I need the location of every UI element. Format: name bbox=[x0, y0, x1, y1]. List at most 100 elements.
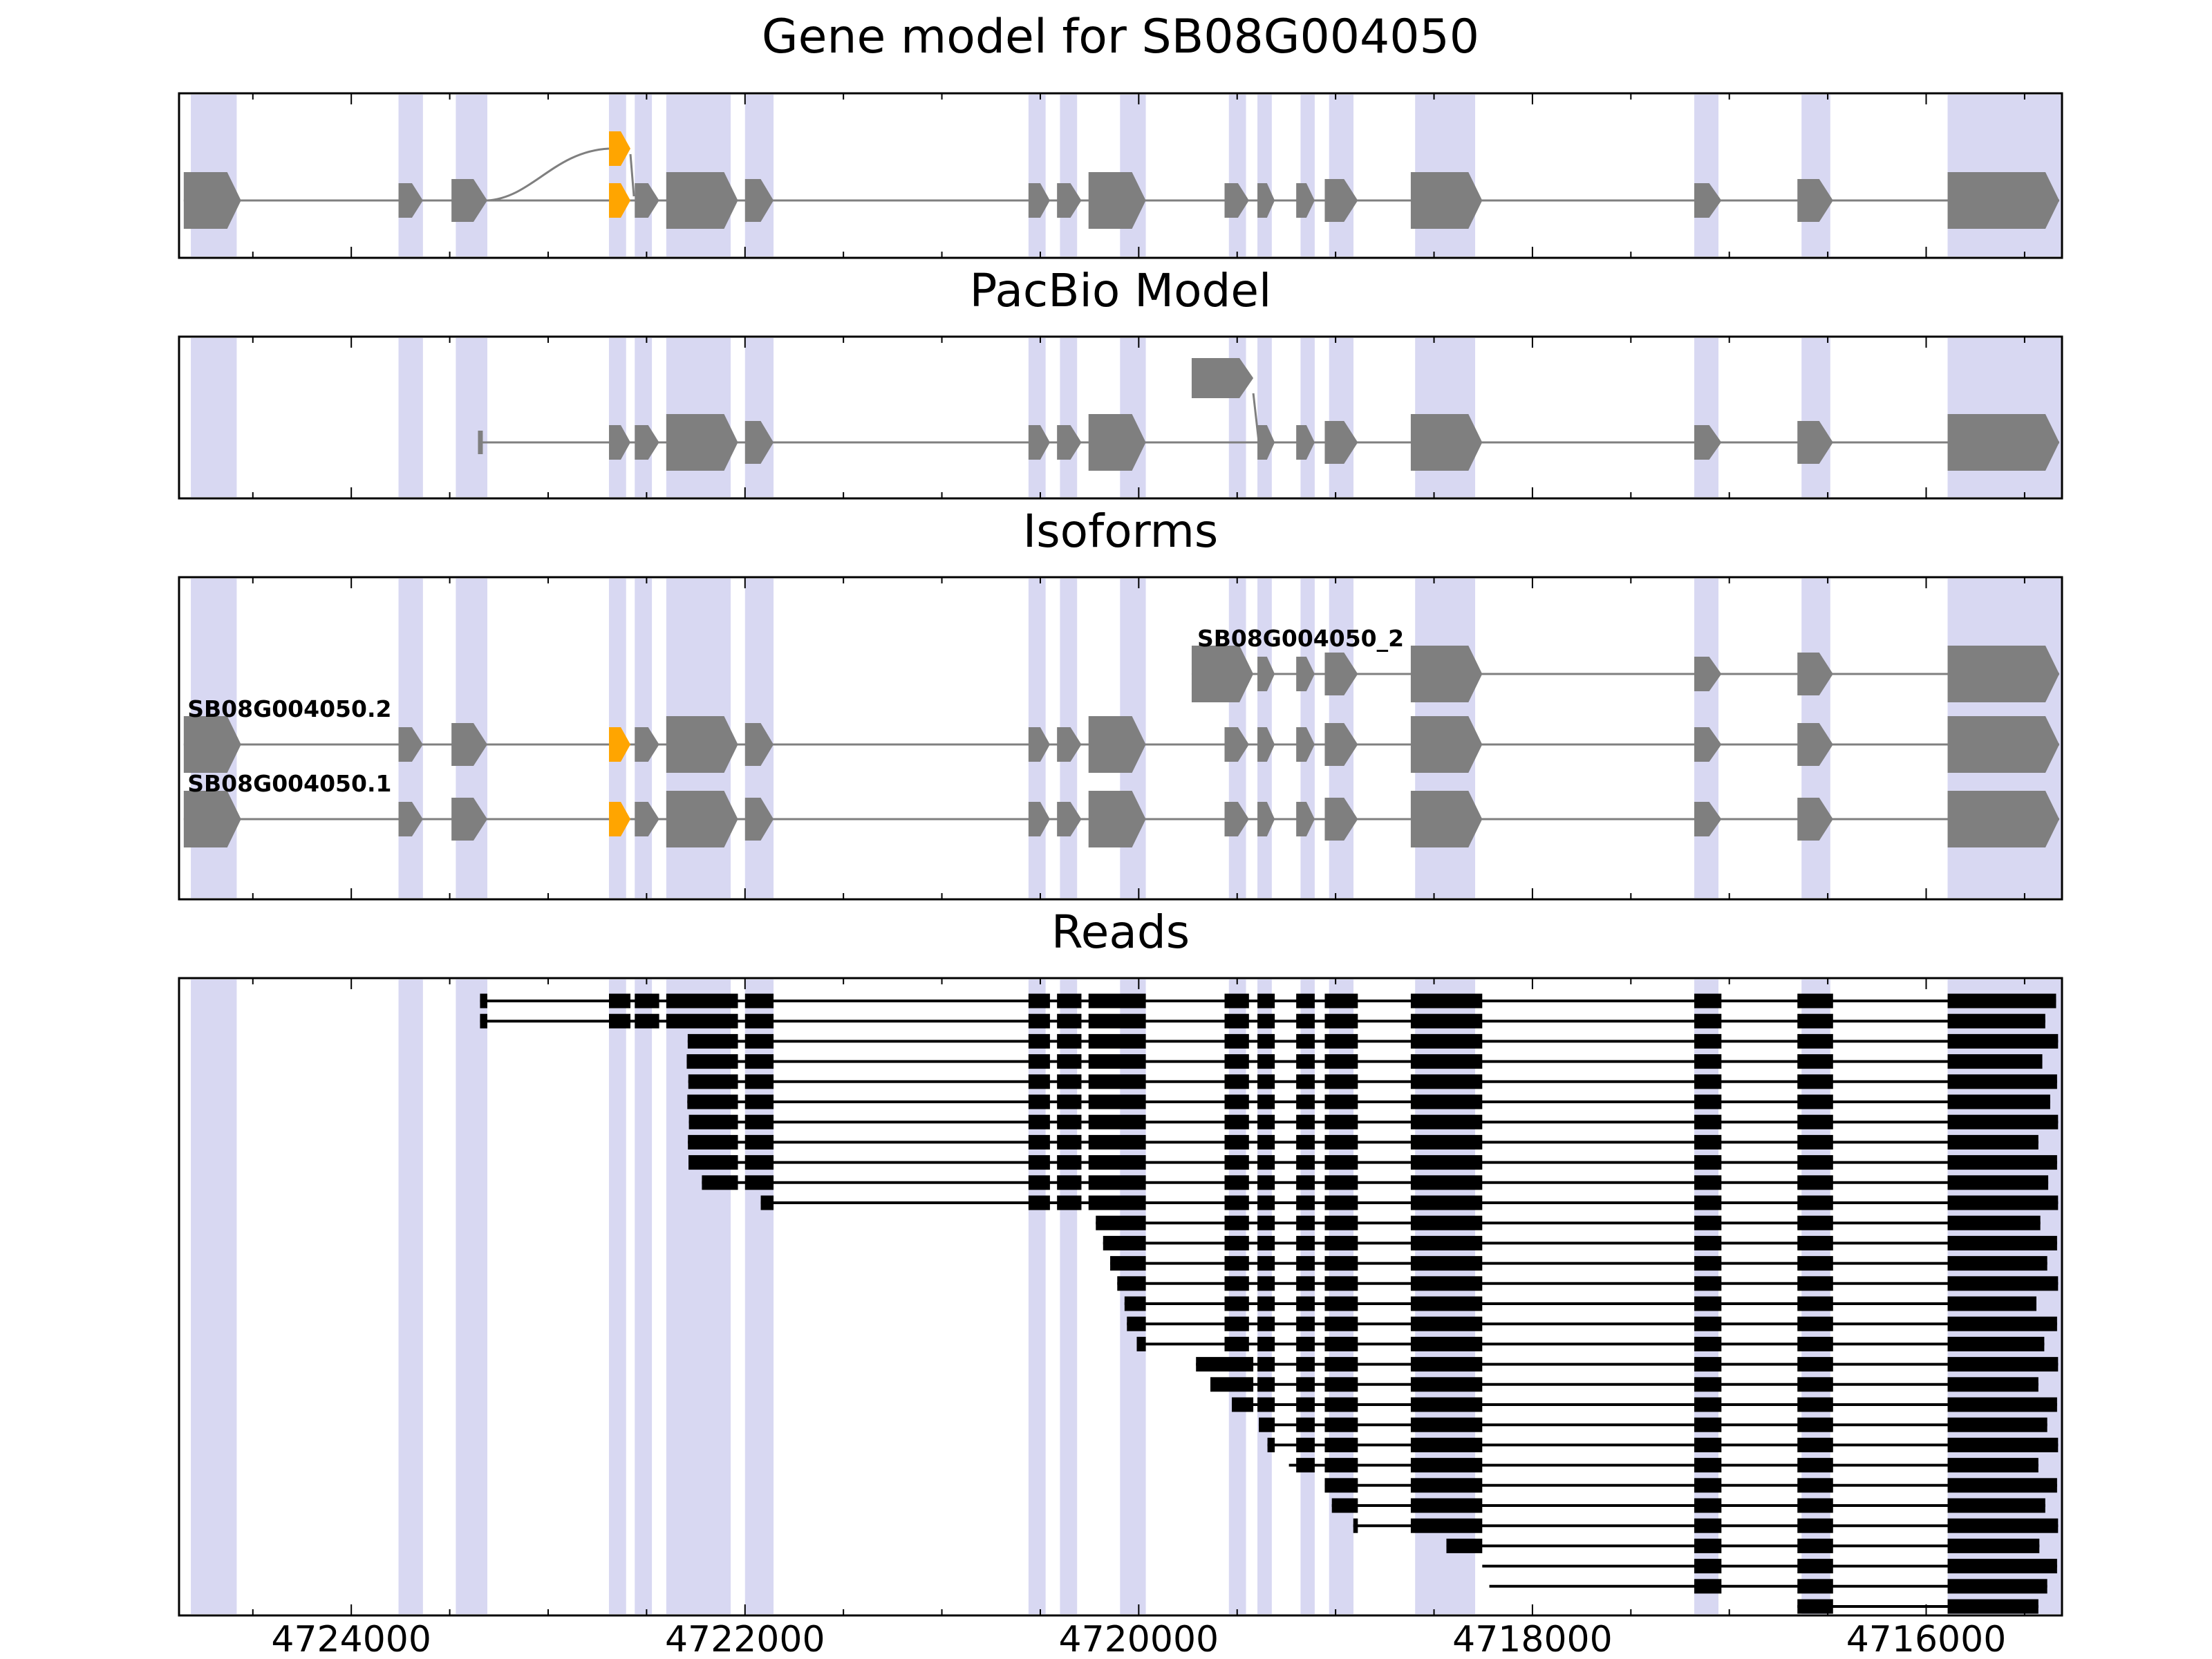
read-block bbox=[744, 1175, 774, 1190]
read-block bbox=[1797, 1498, 1833, 1513]
read-block bbox=[1947, 1033, 2059, 1049]
read-block bbox=[1296, 1195, 1315, 1210]
read-block bbox=[1196, 1357, 1254, 1372]
read-block bbox=[1028, 1134, 1050, 1150]
read-block bbox=[1257, 1175, 1275, 1190]
exon-highlight-band bbox=[608, 338, 626, 497]
read-block bbox=[666, 993, 738, 1009]
read-block bbox=[1057, 1033, 1082, 1049]
exon-block bbox=[1088, 172, 1146, 229]
read-block bbox=[1324, 1316, 1358, 1331]
read-block bbox=[1694, 1276, 1722, 1291]
read-block bbox=[1947, 1195, 2059, 1210]
read-block bbox=[1410, 1235, 1483, 1250]
read-block bbox=[1797, 1215, 1833, 1230]
read-block bbox=[1224, 1215, 1249, 1230]
read-block bbox=[1232, 1397, 1254, 1412]
exon-block bbox=[1410, 716, 1483, 773]
x-tick-label: 4722000 bbox=[664, 1619, 825, 1659]
read-block bbox=[1797, 1538, 1833, 1553]
read-block bbox=[1057, 1155, 1082, 1170]
exon-block bbox=[666, 172, 738, 229]
exon-block bbox=[183, 791, 241, 847]
read-block bbox=[1088, 1155, 1146, 1170]
read-block bbox=[1257, 1013, 1275, 1029]
read-block bbox=[1947, 1114, 2059, 1130]
read-block bbox=[744, 1054, 774, 1069]
exon-block bbox=[1694, 727, 1722, 762]
read-block bbox=[1410, 1458, 1483, 1473]
exon-highlight-band bbox=[398, 980, 423, 1614]
exon-block bbox=[451, 723, 487, 766]
exon-block bbox=[1324, 653, 1358, 695]
x-tick-label: 4724000 bbox=[271, 1619, 431, 1659]
exon-block bbox=[1028, 802, 1050, 836]
exon-highlight-band bbox=[1257, 338, 1272, 497]
read-block bbox=[1947, 1518, 2059, 1533]
read-block bbox=[1224, 1155, 1249, 1170]
read-block bbox=[1057, 1013, 1082, 1029]
read-block bbox=[1410, 1215, 1483, 1230]
read-block bbox=[1410, 1033, 1483, 1049]
read-block bbox=[1324, 1195, 1358, 1210]
read-block bbox=[1694, 1559, 1722, 1574]
exon-block bbox=[1296, 183, 1315, 218]
exon-highlight-band bbox=[608, 95, 626, 256]
read-block bbox=[1947, 1498, 2045, 1513]
read-block bbox=[1797, 1357, 1833, 1372]
read-block bbox=[1947, 1336, 2045, 1351]
read-block bbox=[1057, 1094, 1082, 1109]
read-block bbox=[1088, 1094, 1146, 1109]
read-block bbox=[1694, 1498, 1722, 1513]
read-block bbox=[1947, 1377, 2038, 1392]
read-block bbox=[1296, 1114, 1315, 1130]
panel-title-gene-model: Gene model for SB08G004050 bbox=[761, 10, 1480, 64]
exon-block bbox=[1257, 183, 1275, 218]
read-block bbox=[1694, 1235, 1722, 1250]
panel-title-reads: Reads bbox=[1051, 906, 1190, 959]
read-block bbox=[688, 1134, 738, 1150]
read-block bbox=[1410, 1518, 1483, 1533]
read-block bbox=[1694, 1316, 1722, 1331]
read-block bbox=[1057, 1114, 1082, 1130]
read-block bbox=[1410, 1074, 1483, 1089]
read-block bbox=[1224, 1195, 1249, 1210]
read-block bbox=[687, 1033, 738, 1049]
read-block bbox=[1257, 1397, 1275, 1412]
read-block bbox=[1694, 1458, 1722, 1473]
read-block bbox=[1947, 1478, 2057, 1493]
read-block bbox=[1257, 1094, 1275, 1109]
exon-block bbox=[608, 425, 631, 460]
pacbio-start-cap bbox=[478, 431, 483, 454]
read-block bbox=[1028, 1033, 1050, 1049]
exon-highlight-band bbox=[744, 338, 774, 497]
exon-block bbox=[1088, 791, 1146, 847]
exon-block bbox=[1257, 727, 1275, 762]
exon-highlight-band bbox=[191, 980, 237, 1614]
read-block bbox=[1410, 1478, 1483, 1493]
exon-highlight-band bbox=[1028, 95, 1046, 256]
read-block bbox=[744, 1114, 774, 1130]
read-block bbox=[1694, 1074, 1722, 1089]
read-block bbox=[1088, 993, 1146, 1009]
read-block bbox=[1694, 1377, 1722, 1392]
read-block bbox=[1028, 1114, 1050, 1130]
exon-block bbox=[1947, 791, 2060, 847]
read-block bbox=[1947, 1417, 2047, 1432]
exon-block bbox=[666, 414, 738, 471]
read-block bbox=[1410, 1357, 1483, 1372]
read-block bbox=[1124, 1296, 1146, 1311]
read-block bbox=[1057, 1134, 1082, 1150]
read-block bbox=[1028, 1155, 1050, 1170]
read-block bbox=[1947, 1155, 2057, 1170]
read-block bbox=[1103, 1235, 1146, 1250]
exon-block bbox=[635, 425, 659, 460]
read-block bbox=[1947, 1296, 2036, 1311]
exon-highlight-band bbox=[191, 338, 237, 497]
isoform-label: SB08G004050_2 bbox=[1197, 625, 1404, 652]
read-block bbox=[1947, 1276, 2059, 1291]
read-block bbox=[1127, 1316, 1146, 1331]
read-block bbox=[1224, 1276, 1249, 1291]
read-block bbox=[1694, 1357, 1722, 1372]
exon-highlight-band bbox=[1060, 338, 1078, 497]
